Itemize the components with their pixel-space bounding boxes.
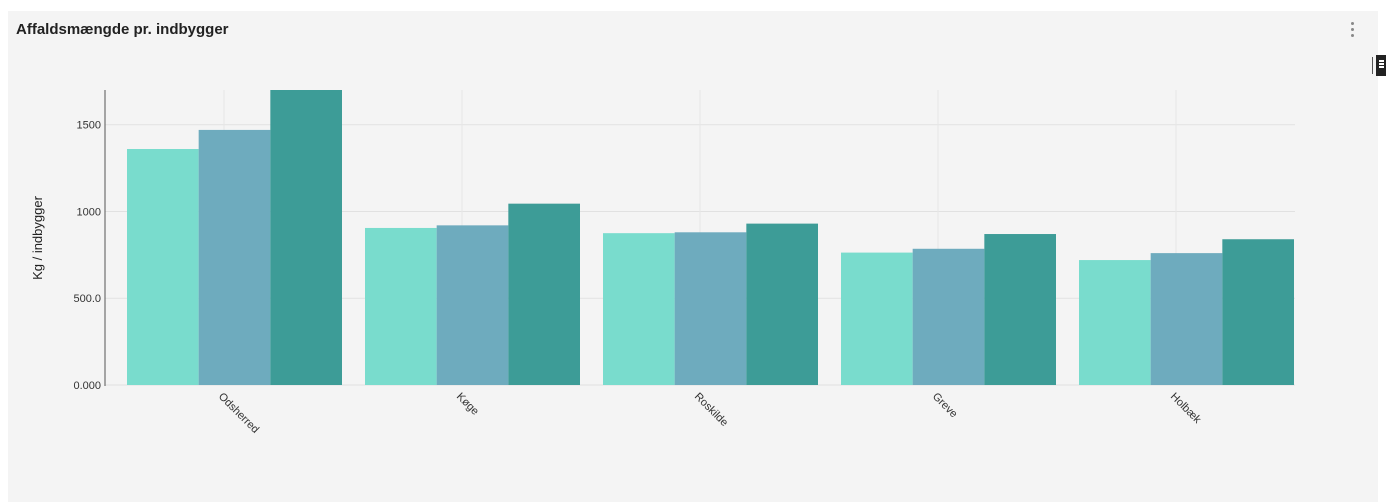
bar [1079,260,1151,385]
bar [841,252,913,385]
bar [603,233,675,385]
bar [198,129,271,385]
x-tick-label: Greve [930,391,960,421]
y-tick-label: 1500 [77,120,101,132]
menu-dot [1351,22,1354,25]
panel-toggle-icon[interactable] [1372,55,1386,76]
panel-toggle-glyph [1379,60,1384,62]
bar [365,227,437,385]
y-tick-label: 500.0 [73,293,101,305]
y-tick-label: 1000 [77,206,101,218]
y-axis-title: Kg / indbygger [30,195,45,280]
bars-layer [127,90,1294,385]
more-vertical-icon[interactable] [1346,19,1360,41]
menu-dot [1351,34,1354,37]
y-tick-label: 0.000 [73,380,101,392]
x-tick-label: Køge [454,391,481,418]
bar [912,248,985,385]
bar [508,203,580,385]
menu-dot [1351,28,1354,31]
bar [984,234,1056,385]
x-tick-label: Odsherred [216,391,261,436]
bar [1222,239,1294,385]
x-tick-label: Roskilde [692,391,730,429]
bar [1150,253,1223,385]
bar [270,90,342,385]
panel-title: Affaldsmængde pr. indbygger [16,21,229,38]
x-tick-label: Holbæk [1168,391,1204,427]
bar [746,223,818,385]
bar [674,232,747,385]
bar [127,149,199,385]
bar [436,225,509,385]
